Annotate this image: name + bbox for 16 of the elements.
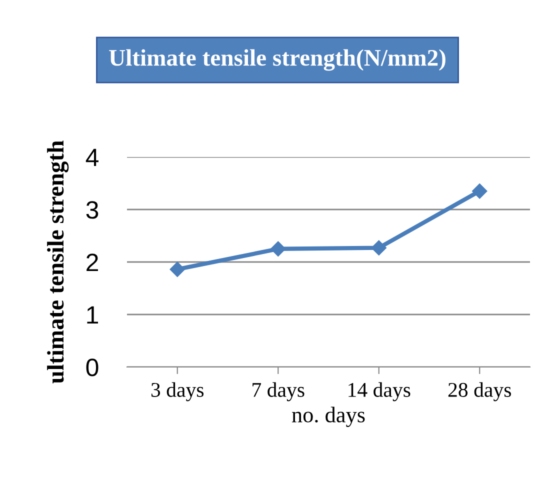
chart-title: Ultimate tensile strength(N/mm2) [109,49,446,71]
x-tick-label: 3 days [151,382,204,402]
x-tick-label: 7 days [252,382,304,402]
x-tick-label: 14 days [348,382,410,402]
y-tick-label: 3 [86,201,98,219]
y-tick-label: 1 [87,306,98,324]
point [472,184,488,199]
y-tick-label: 4 [86,148,98,166]
point [270,241,286,256]
y-axis-title: ultimate tensile strength [47,140,69,384]
x-tick-label: 28 days [448,382,511,402]
point [170,262,185,277]
y-tick-label: 0 [86,358,98,376]
x-axis-title: no. days [292,406,365,427]
point [371,240,386,256]
y-tick-label: 2 [86,254,98,272]
